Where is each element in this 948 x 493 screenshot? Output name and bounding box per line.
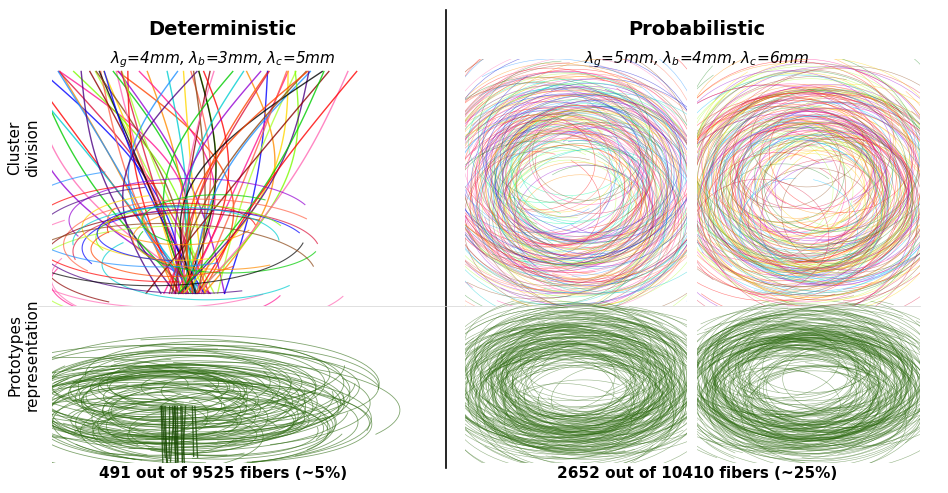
- Text: $\lambda_g$=5mm, $\lambda_b$=4mm, $\lambda_c$=6mm: $\lambda_g$=5mm, $\lambda_b$=4mm, $\lamb…: [584, 49, 810, 70]
- Text: Deterministic: Deterministic: [149, 20, 297, 39]
- Text: $\lambda_g$=4mm, $\lambda_b$=3mm, $\lambda_c$=5mm: $\lambda_g$=4mm, $\lambda_b$=3mm, $\lamb…: [110, 49, 336, 70]
- Text: Probabilistic: Probabilistic: [629, 20, 765, 39]
- Text: 491 out of 9525 fibers (~5%): 491 out of 9525 fibers (~5%): [99, 466, 347, 481]
- Text: Prototypes
representation: Prototypes representation: [8, 299, 40, 411]
- Text: Cluster
division: Cluster division: [8, 119, 40, 177]
- Text: 2652 out of 10410 fibers (~25%): 2652 out of 10410 fibers (~25%): [556, 466, 837, 481]
